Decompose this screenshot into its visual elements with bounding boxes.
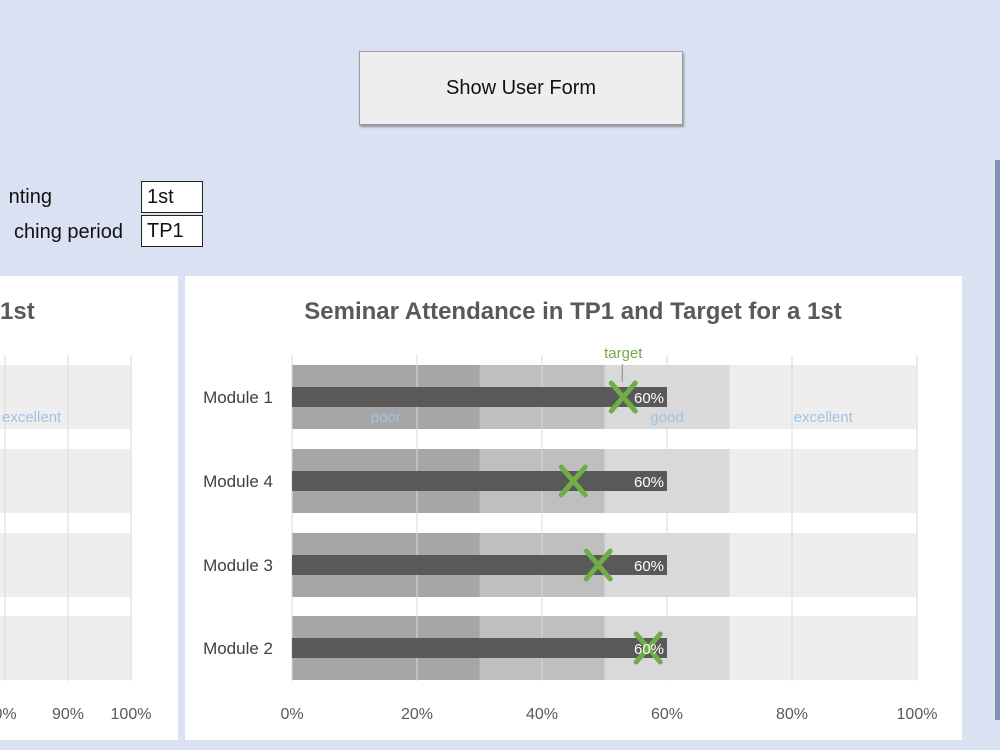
x-tick-label: 0% bbox=[0, 706, 17, 723]
data-label: 60% bbox=[634, 474, 664, 491]
show-user-form-button[interactable]: Show User Form bbox=[359, 51, 683, 125]
data-label: 60% bbox=[634, 390, 664, 407]
target-marker bbox=[633, 631, 663, 665]
x-tick-label: 60% bbox=[651, 706, 683, 723]
semester-label: nting bbox=[8, 186, 52, 208]
x-tick-label: 100% bbox=[111, 706, 152, 723]
left-chart-panel[interactable]: 1st excellent 0% 90% 100% bbox=[0, 276, 178, 740]
right-panel-edge bbox=[995, 160, 1000, 720]
band-excellent bbox=[0, 449, 131, 513]
target-marker bbox=[608, 380, 638, 414]
band-label-good: good bbox=[650, 409, 683, 426]
band-excellent bbox=[729, 449, 917, 513]
attendance-bar bbox=[292, 638, 667, 658]
category-label: Module 4 bbox=[203, 472, 273, 491]
attendance-chart-panel[interactable]: Seminar Attendance in TP1 and Target for… bbox=[185, 276, 962, 740]
band-label-excellent: excellent bbox=[2, 409, 62, 426]
data-label: 60% bbox=[634, 641, 664, 658]
category-label: Module 3 bbox=[203, 556, 273, 575]
teaching-period-field[interactable]: TP1 bbox=[141, 215, 203, 247]
x-tick-label: 20% bbox=[401, 706, 433, 723]
category-label: Module 1 bbox=[203, 388, 273, 407]
left-chart: 1st excellent 0% 90% 100% bbox=[0, 298, 152, 723]
attendance-bar bbox=[292, 471, 667, 491]
attendance-bar bbox=[292, 555, 667, 575]
band-excellent bbox=[0, 616, 131, 680]
target-marker bbox=[558, 464, 588, 498]
target-marker bbox=[583, 548, 613, 582]
band-excellent bbox=[729, 616, 917, 680]
x-tick-label: 0% bbox=[280, 706, 303, 723]
band-excellent bbox=[729, 533, 917, 597]
attendance-bar bbox=[292, 387, 667, 407]
x-tick-label: 80% bbox=[776, 706, 808, 723]
band-label-poor: poor bbox=[371, 409, 401, 426]
chart-title: 1st bbox=[0, 298, 35, 325]
data-label: 60% bbox=[634, 558, 664, 575]
attendance-chart: Seminar Attendance in TP1 and Target for… bbox=[203, 298, 938, 723]
band-excellent bbox=[729, 365, 917, 429]
chart-title: Seminar Attendance in TP1 and Target for… bbox=[304, 298, 841, 325]
band-excellent bbox=[0, 365, 131, 429]
category-label: Module 2 bbox=[203, 639, 273, 658]
band-label-excellent: excellent bbox=[794, 409, 854, 426]
x-tick-label: 100% bbox=[897, 706, 938, 723]
band-excellent bbox=[0, 533, 131, 597]
target-annotation: target bbox=[604, 345, 643, 362]
teaching-period-label: ching period bbox=[14, 221, 123, 243]
semester-field[interactable]: 1st bbox=[141, 181, 203, 213]
x-tick-label: 90% bbox=[52, 706, 84, 723]
x-tick-label: 40% bbox=[526, 706, 558, 723]
